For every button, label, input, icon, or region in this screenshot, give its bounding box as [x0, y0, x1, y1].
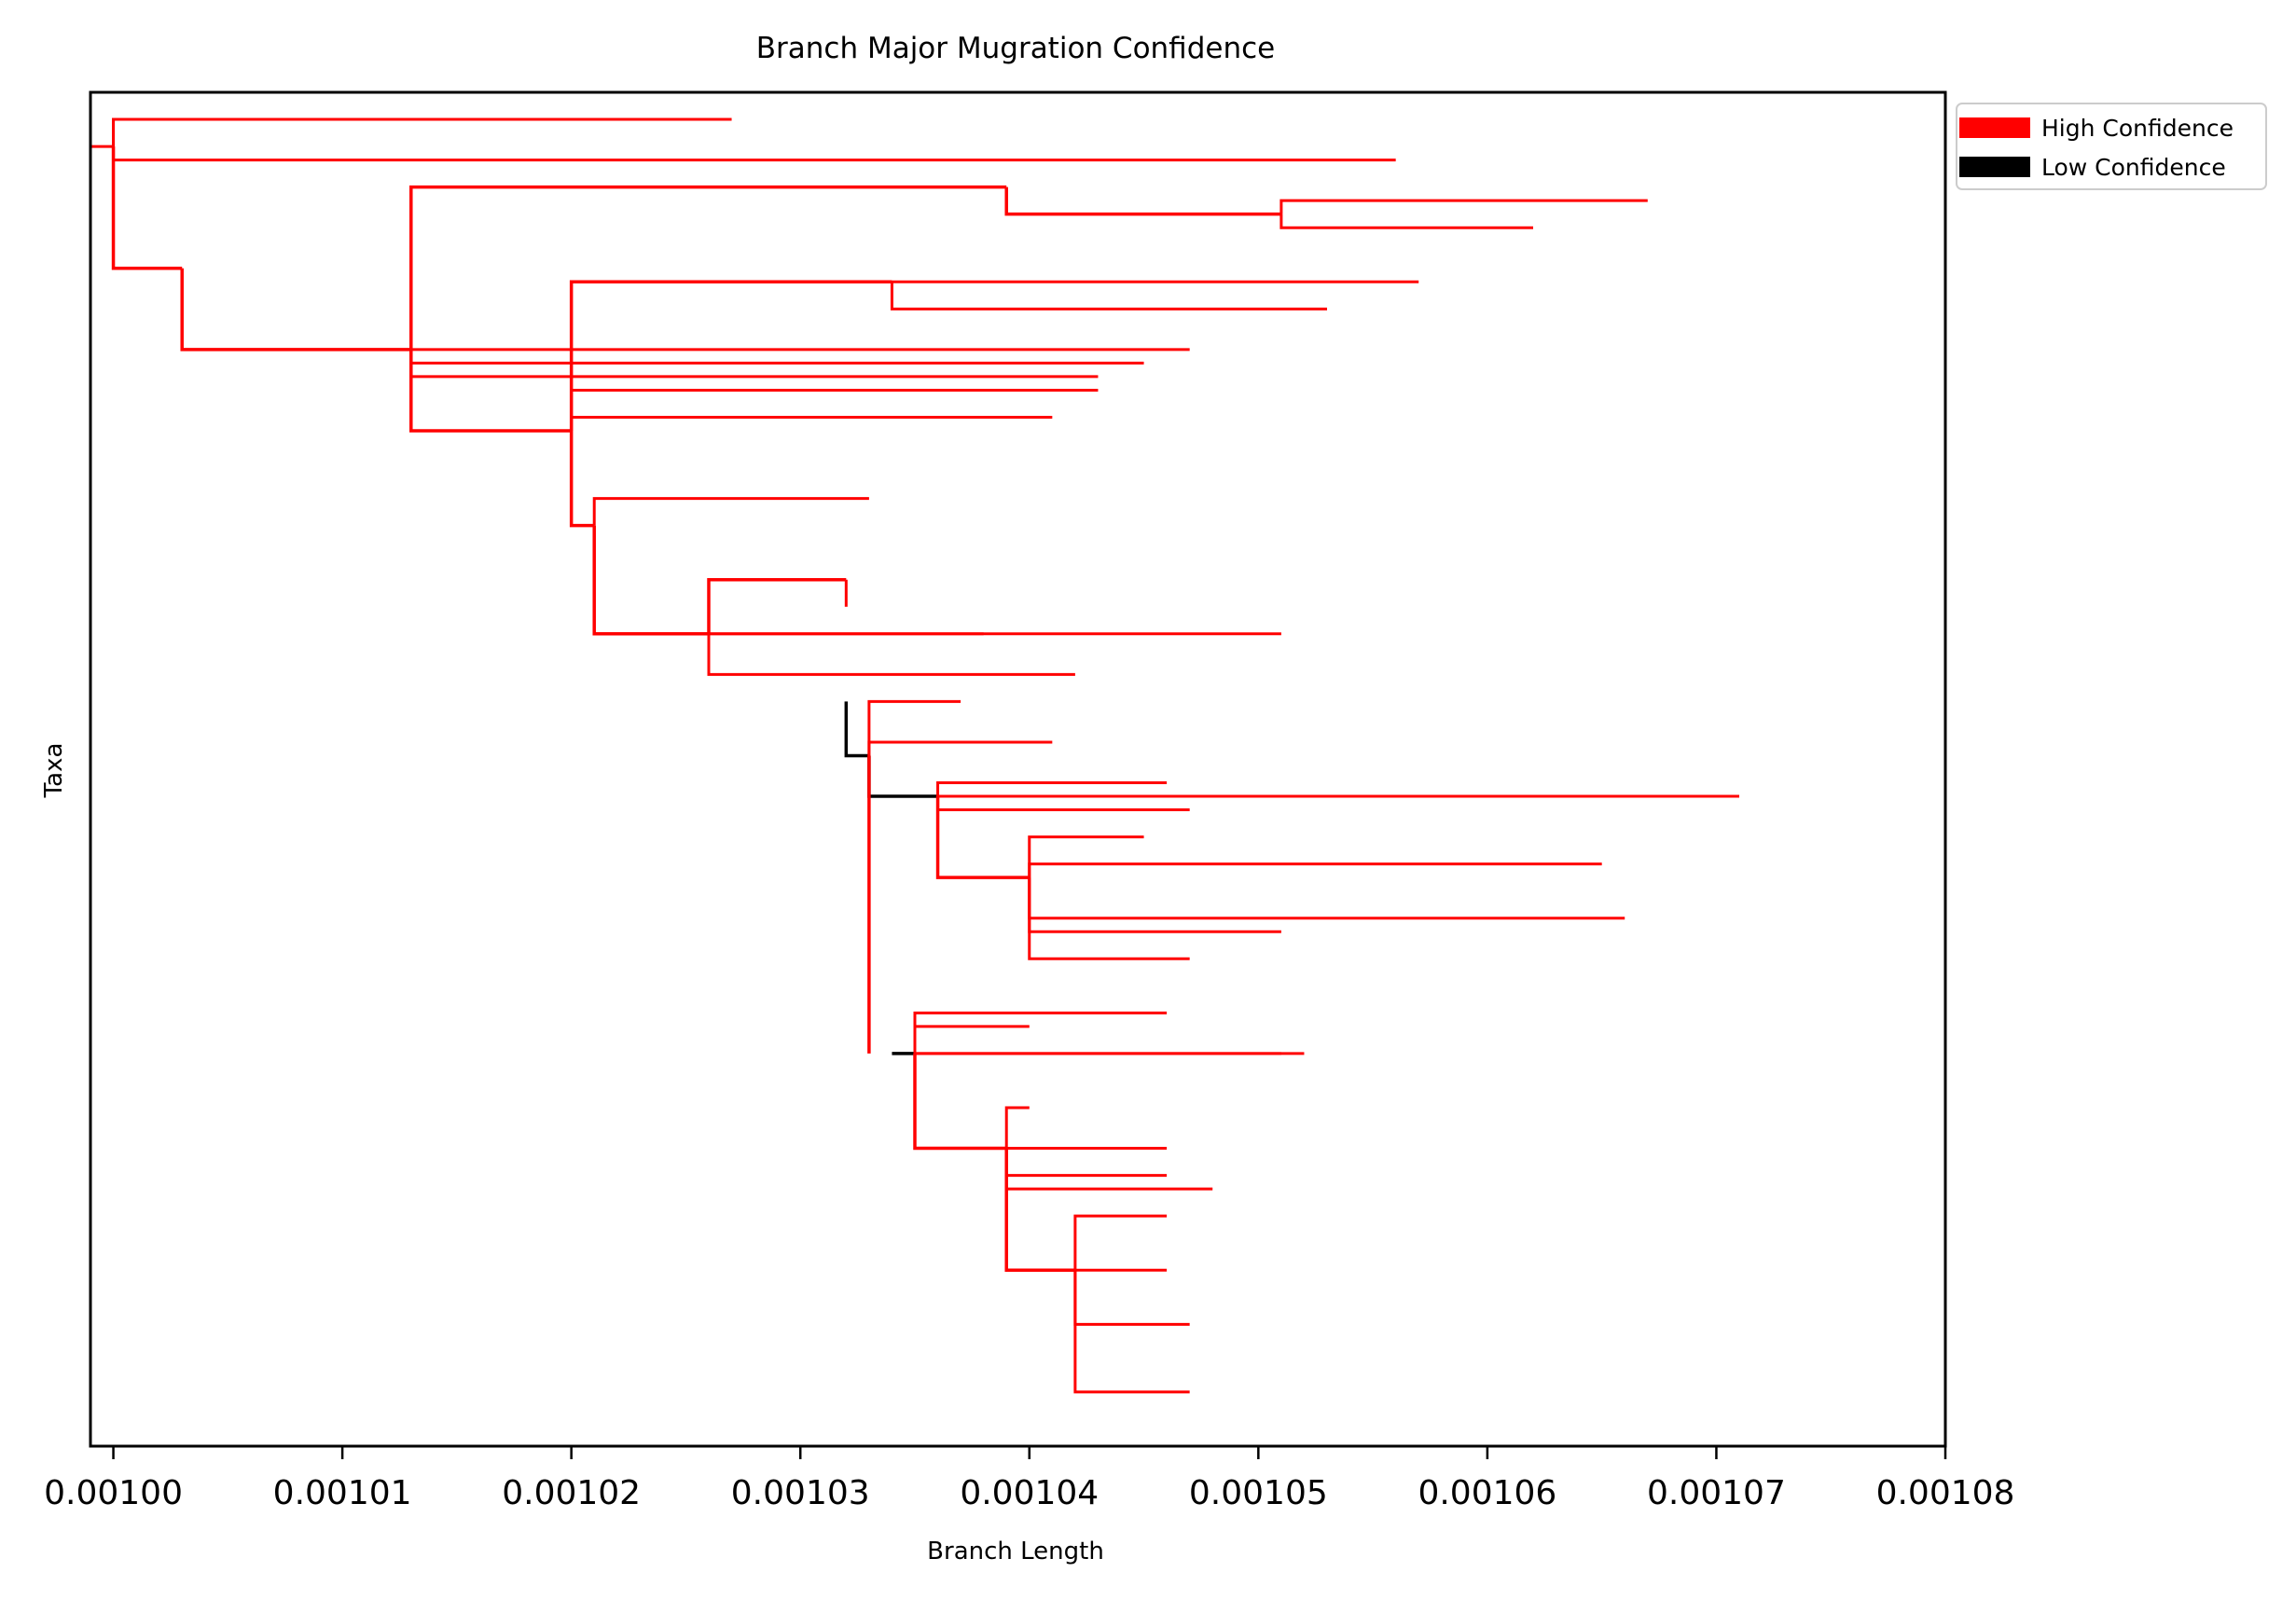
x-tick-label: 0.00102	[502, 1474, 641, 1512]
internal-branch	[592, 525, 709, 636]
leaf-branch	[592, 497, 869, 526]
internal-branch	[1004, 186, 1281, 216]
leaf-branch	[913, 1025, 1030, 1054]
leaf-branch	[1028, 877, 1190, 960]
internal-branch	[111, 146, 183, 270]
leaf-branch	[409, 349, 1099, 379]
leaf-branch	[936, 796, 1190, 812]
internal-branch	[935, 796, 1030, 879]
x-tick-label: 0.00101	[273, 1474, 412, 1512]
leaf-branch	[867, 740, 1053, 756]
legend-swatch-low	[1959, 157, 2030, 177]
x-tick-label: 0.00107	[1647, 1474, 1786, 1512]
internal-branch	[180, 268, 411, 352]
leaf-branch	[112, 146, 1396, 162]
leaf-branch	[1279, 199, 1648, 214]
plot-frame	[89, 90, 1947, 1448]
x-tick-label: 0.00100	[44, 1474, 183, 1512]
x-tick-label: 0.00108	[1876, 1474, 2015, 1512]
leaf-branch	[707, 633, 1075, 676]
internal-branch	[569, 431, 595, 528]
leaf-branch	[1004, 1148, 1213, 1191]
internal-branch	[569, 280, 892, 431]
leaf-branch	[1004, 1106, 1030, 1149]
leaf-branch	[1073, 1214, 1168, 1271]
leaf-branch	[936, 781, 1168, 797]
internal-branch	[707, 577, 847, 634]
x-tick-label: 0.00104	[960, 1474, 1099, 1512]
x-tick-label: 0.00103	[731, 1474, 870, 1512]
internal-branch	[844, 701, 869, 758]
leaf-branch	[890, 282, 1327, 310]
leaf-branch	[570, 415, 1053, 431]
chart-title: Branch Major Mugration Confidence	[756, 32, 1275, 65]
leaf-branch	[1073, 1270, 1190, 1394]
x-tick-label: 0.00106	[1418, 1474, 1556, 1512]
legend-box	[1956, 103, 2267, 190]
tree-branches	[90, 117, 1739, 1394]
legend-swatch-high	[1959, 117, 2030, 138]
legend-label-high: High Confidence	[2041, 115, 2234, 142]
x-axis-ticks: 0.00100 0.00101 0.00102 0.00103 0.00104 0.001…	[44, 1446, 2014, 1512]
legend-label-low: Low Confidence	[2041, 154, 2226, 181]
legend: High Confidence Low Confidence	[1956, 103, 2267, 190]
leaf-branch	[1028, 862, 1602, 878]
y-axis-label: Taxa	[40, 743, 68, 799]
x-tick-label: 0.00105	[1189, 1474, 1328, 1512]
x-axis-label: Branch Length	[927, 1538, 1104, 1566]
internal-branch	[913, 1053, 1007, 1151]
leaf-branch	[112, 117, 617, 147]
internal-branch	[409, 185, 1007, 350]
leaf-branch	[1279, 214, 1533, 229]
leaf-branch	[867, 699, 961, 756]
